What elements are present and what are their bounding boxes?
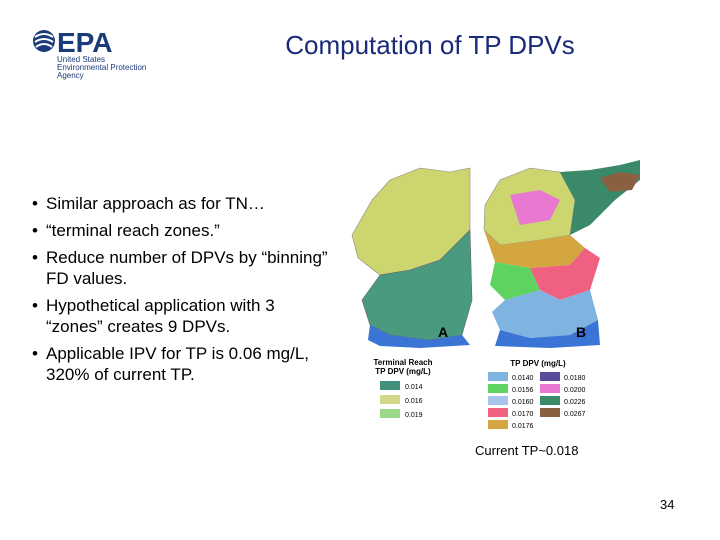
- legend-b: TP DPV (mg/L) 0.0140 0.0156 0.0160 0.017…: [488, 359, 586, 430]
- legend-title: TP DPV (mg/L): [510, 359, 566, 368]
- bullet: Similar approach as for TN…: [28, 193, 328, 214]
- legend-entry: 0.0200: [564, 387, 586, 394]
- legend-entry: 0.019: [405, 412, 423, 419]
- legend-entry: 0.0140: [512, 375, 534, 382]
- panel-label: A: [438, 324, 448, 340]
- bullet: Applicable IPV for TP is 0.06 mg/L, 320%…: [28, 343, 328, 385]
- legend-title: TP DPV (mg/L): [375, 367, 431, 376]
- page-number: 34: [660, 497, 675, 512]
- epa-logo: EPA United States Environmental Protecti…: [33, 27, 146, 80]
- panel-label: B: [576, 324, 586, 340]
- legend-entry: 0.0176: [512, 423, 534, 430]
- logo-line: Environmental Protection: [57, 63, 146, 72]
- legend-entry: 0.0267: [564, 411, 586, 418]
- map-b: B: [483, 160, 640, 348]
- logo-name: EPA: [57, 27, 113, 58]
- figure-caption: Current TP~0.018: [475, 443, 579, 458]
- legend-a: Terminal Reach TP DPV (mg/L) 0.014 0.016…: [374, 358, 433, 419]
- legend-entry: 0.016: [405, 398, 423, 405]
- legend-entry: 0.0156: [512, 387, 534, 394]
- legend-entry: 0.0170: [512, 411, 534, 418]
- legend-title: Terminal Reach: [374, 358, 433, 367]
- bullet: “terminal reach zones.”: [28, 220, 328, 241]
- legend-entry: 0.0226: [564, 399, 586, 406]
- bullet-list: Similar approach as for TN… “terminal re…: [28, 193, 328, 391]
- slide-title: Computation of TP DPVs: [285, 30, 575, 60]
- bullet: Reduce number of DPVs by “binning” FD va…: [28, 247, 328, 289]
- legend-entry: 0.0160: [512, 399, 534, 406]
- logo-line: Agency: [57, 71, 84, 80]
- bullet: Hypothetical application with 3 “zones” …: [28, 295, 328, 337]
- legend-entry: 0.014: [405, 384, 423, 391]
- logo-line: United States: [57, 55, 105, 64]
- map-a: A: [351, 167, 473, 348]
- legend-entry: 0.0180: [564, 375, 586, 382]
